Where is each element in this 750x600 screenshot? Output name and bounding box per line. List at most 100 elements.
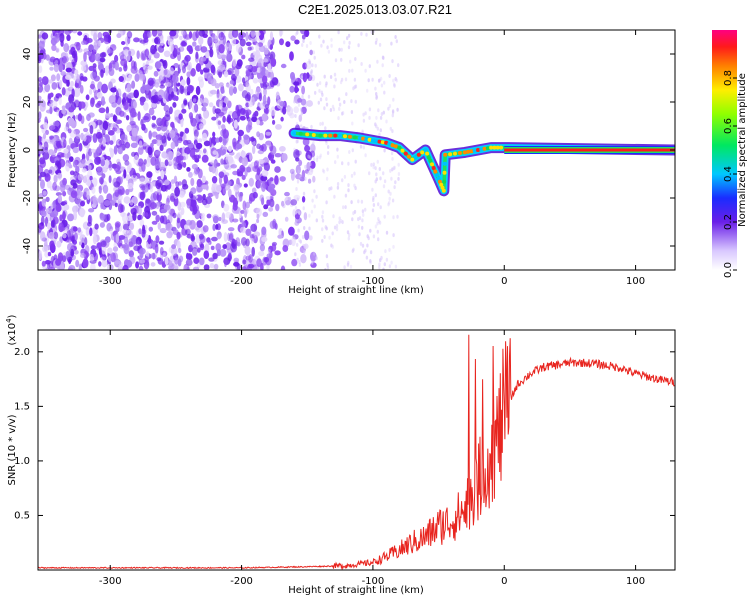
signal-blob bbox=[442, 170, 447, 175]
faint-cell bbox=[369, 259, 372, 263]
noise-cell bbox=[115, 119, 122, 125]
noise-cell bbox=[243, 183, 248, 188]
faint-cell bbox=[378, 42, 382, 47]
noise-cell bbox=[241, 222, 247, 228]
noise-cell bbox=[162, 59, 168, 69]
noise-cell bbox=[194, 167, 200, 175]
faint-cell bbox=[353, 77, 357, 82]
faint-cell bbox=[383, 80, 386, 85]
noise-cell bbox=[267, 184, 275, 193]
noise-cell bbox=[212, 223, 216, 231]
faint-cell bbox=[321, 227, 324, 232]
noise-cell bbox=[143, 159, 147, 165]
noise-cell bbox=[83, 175, 87, 183]
faint-cell bbox=[328, 187, 331, 191]
noise-cell bbox=[98, 261, 102, 267]
noise-cell bbox=[41, 76, 49, 86]
noise-cell bbox=[102, 128, 106, 134]
faint-cell bbox=[394, 35, 397, 39]
noise-cell bbox=[267, 63, 271, 73]
colorbar-tick-label: 0.2 bbox=[723, 214, 734, 230]
noise-cell bbox=[216, 93, 223, 100]
noise-cell bbox=[178, 113, 183, 120]
faint-cell bbox=[372, 198, 375, 203]
noise-cell bbox=[202, 110, 209, 120]
noise-cell bbox=[81, 40, 87, 45]
noise-cell bbox=[300, 254, 307, 264]
noise-cell bbox=[52, 120, 60, 128]
noise-cell bbox=[153, 70, 159, 77]
faint-cell bbox=[333, 84, 336, 89]
noise-cell bbox=[80, 200, 85, 207]
noise-cell bbox=[172, 212, 177, 219]
noise-cell bbox=[170, 195, 175, 201]
noise-cell bbox=[245, 109, 252, 116]
noise-cell bbox=[65, 74, 72, 80]
faint-cell bbox=[338, 106, 341, 111]
faint-cell bbox=[301, 43, 304, 47]
noise-cell bbox=[118, 235, 126, 240]
noise-cell bbox=[57, 172, 62, 179]
faint-cell bbox=[318, 34, 321, 39]
faint-cell bbox=[390, 176, 393, 181]
noise-cell bbox=[156, 117, 164, 127]
faint-cell bbox=[369, 228, 372, 233]
noise-cell bbox=[123, 236, 129, 245]
faint-cell bbox=[378, 132, 381, 137]
y-tick-label: 1.5 bbox=[14, 401, 30, 412]
faint-cell bbox=[309, 155, 312, 160]
noise-cell bbox=[251, 116, 258, 123]
faint-cell bbox=[396, 107, 399, 112]
x-tick-label: 100 bbox=[626, 576, 645, 587]
signal-blob bbox=[442, 179, 447, 184]
noise-cell bbox=[188, 171, 193, 178]
noise-cell bbox=[88, 44, 94, 52]
faint-cell bbox=[397, 162, 400, 167]
noise-cell bbox=[112, 127, 118, 132]
faint-cell bbox=[368, 115, 371, 120]
noise-cell bbox=[89, 124, 94, 135]
noise-cell bbox=[165, 110, 171, 117]
noise-cell bbox=[232, 202, 238, 211]
faint-cell bbox=[384, 249, 387, 254]
noise-cell bbox=[181, 30, 185, 36]
noise-cell bbox=[311, 74, 316, 82]
noise-cell bbox=[133, 89, 139, 99]
noise-cell bbox=[289, 51, 294, 61]
noise-cell bbox=[218, 176, 223, 185]
noise-cell bbox=[193, 129, 199, 138]
x-tick-label: -300 bbox=[99, 276, 122, 287]
noise-cell bbox=[118, 76, 125, 82]
signal-blob bbox=[413, 155, 418, 160]
faint-cell bbox=[300, 75, 303, 80]
noise-cell bbox=[87, 50, 92, 57]
faint-cell bbox=[325, 176, 329, 181]
noise-cell bbox=[46, 180, 52, 189]
noise-cell bbox=[147, 77, 154, 87]
noise-cell bbox=[42, 151, 50, 160]
faint-cell bbox=[347, 188, 350, 193]
noise-cell bbox=[172, 86, 177, 95]
faint-cell bbox=[330, 243, 333, 248]
x-tick-label: -200 bbox=[230, 576, 253, 587]
faint-cell bbox=[378, 167, 381, 171]
faint-cell bbox=[332, 214, 335, 219]
noise-cell bbox=[163, 68, 170, 78]
faint-cell bbox=[309, 41, 312, 45]
noise-cell bbox=[151, 124, 158, 129]
noise-cell bbox=[269, 177, 274, 182]
noise-cell bbox=[230, 242, 238, 253]
faint-cell bbox=[353, 209, 357, 214]
faint-cell bbox=[390, 151, 394, 156]
noise-cell bbox=[128, 50, 132, 56]
noise-cell bbox=[83, 52, 87, 62]
faint-cell bbox=[391, 113, 394, 118]
faint-cell bbox=[364, 207, 367, 212]
faint-cell bbox=[391, 109, 395, 114]
noise-cell bbox=[227, 180, 232, 186]
faint-cell bbox=[375, 37, 378, 42]
noise-cell bbox=[110, 87, 117, 93]
noise-cell bbox=[101, 245, 107, 255]
noise-cell bbox=[290, 35, 296, 41]
noise-cell bbox=[99, 120, 104, 131]
